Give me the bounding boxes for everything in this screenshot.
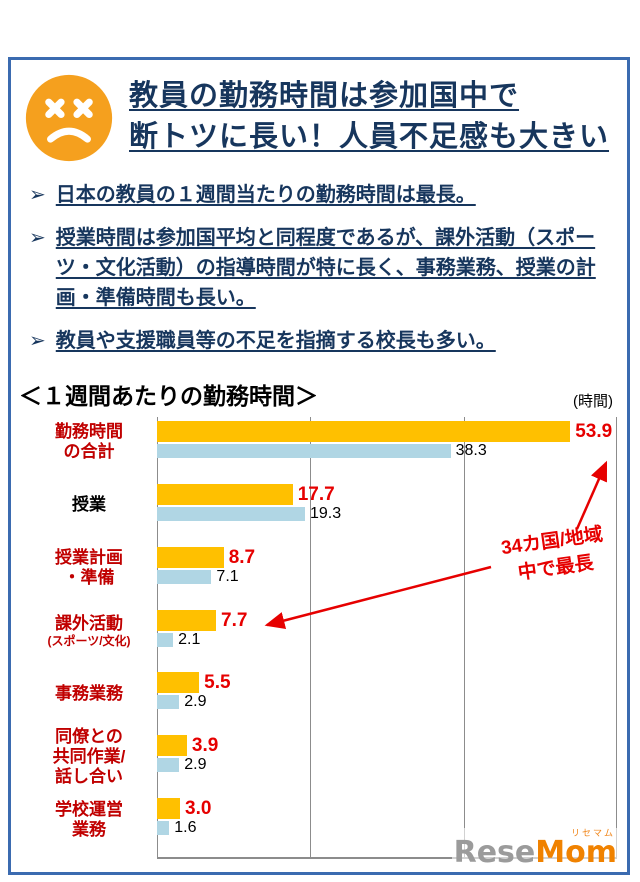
bullet-item: ➢ 日本の教員の１週間当たりの勤務時間は最長。 xyxy=(29,180,615,210)
bullet-item: ➢ 教員や支援職員等の不足を指摘する校長も多い。 xyxy=(29,326,615,356)
bar-line: 8.7 xyxy=(157,546,617,569)
light-blue-bar xyxy=(157,569,212,584)
chart-row: 学校運営 業務 3.0 1.6 xyxy=(21,796,617,859)
bullet-list: ➢ 日本の教員の１週間当たりの勤務時間は最長。 ➢ 授業時間は参加国平均と同程度… xyxy=(11,164,627,356)
gridline-40 xyxy=(463,417,465,857)
chart-row: 授業計画 ・準備 8.7 7.1 xyxy=(21,545,617,608)
bullet-text: 日本の教員の１週間当たりの勤務時間は最長。 xyxy=(55,184,476,206)
value-label: 2.9 xyxy=(184,756,207,774)
bar-line: 5.5 xyxy=(157,671,617,694)
value-label: 38.3 xyxy=(455,442,487,459)
bar-line: 2.1 xyxy=(157,630,617,648)
value-label: 1.6 xyxy=(174,819,197,837)
bullet-arrow-icon: ➢ xyxy=(29,227,46,249)
gridline-60 xyxy=(616,417,617,857)
logo-wordmark: ReseMom xyxy=(454,835,617,870)
light-blue-bar xyxy=(157,632,174,647)
chart-row: 勤務時間 の合計 53.9 38.3 xyxy=(21,419,617,482)
category-label: 勤務時間 の合計 xyxy=(55,422,123,462)
value-label: 19.3 xyxy=(309,504,342,522)
category-label: 学校運営 業務 xyxy=(55,799,123,839)
light-blue-bar xyxy=(157,506,305,521)
value-label: 7.7 xyxy=(221,609,248,631)
value-label: 17.7 xyxy=(297,483,335,505)
bullet-arrow-icon: ➢ xyxy=(29,330,46,352)
chart-row: 同僚との 共同作業/話し合い 3.9 2.9 xyxy=(21,726,617,796)
bar-group: 8.7 7.1 xyxy=(157,545,617,608)
page-title: 教員の勤務時間は参加国中で 断トツに長い！人員不足感も大きい xyxy=(129,74,609,158)
bar-line: 7.7 xyxy=(157,609,617,632)
category-label: 授業 xyxy=(72,495,106,515)
bar-line: 1.6 xyxy=(157,820,617,836)
orange-bar xyxy=(157,672,200,694)
light-blue-bar xyxy=(157,758,180,773)
light-blue-bar xyxy=(157,695,180,710)
bullet-text: 教員や支援職員等の不足を指摘する校長も多い。 xyxy=(55,330,496,352)
value-label: 8.7 xyxy=(228,546,256,568)
orange-bar xyxy=(157,546,224,568)
category-label: 課外活動 (スポーツ/文化) xyxy=(47,613,131,648)
bar-group: 17.7 19.3 xyxy=(157,482,617,545)
chart-row: 事務業務 5.5 2.9 xyxy=(21,670,617,733)
chart-row: 課外活動 (スポーツ/文化) 7.7 2.1 xyxy=(21,608,617,671)
bar-line: 3.9 xyxy=(157,734,617,757)
value-label: 2.9 xyxy=(184,693,207,711)
bar-line: 53.9 xyxy=(157,420,617,443)
category-label: 事務業務 xyxy=(55,683,123,703)
bullet-text: 授業時間は参加国平均と同程度であるが、課外活動（スポーツ・文化活動）の指導時間が… xyxy=(55,227,596,309)
bar-line: 38.3 xyxy=(157,443,617,459)
orange-bar xyxy=(157,735,187,757)
logo-rese: Rese xyxy=(453,835,536,870)
bar-group: 7.7 2.1 xyxy=(157,608,617,671)
value-label: 7.1 xyxy=(216,567,239,585)
gridline-20 xyxy=(310,417,312,857)
chart-header: ＜１週間あたりの勤務時間＞ (時間) xyxy=(11,369,627,413)
sad-face-icon xyxy=(25,74,113,162)
bullet-item: ➢ 授業時間は参加国平均と同程度であるが、課外活動（スポーツ・文化活動）の指導時… xyxy=(29,223,615,313)
bar-line: 17.7 xyxy=(157,483,617,506)
chart-title: ＜１週間あたりの勤務時間＞ xyxy=(19,383,318,409)
bar-group: 3.9 2.9 xyxy=(157,733,617,796)
orange-bar xyxy=(157,609,217,631)
orange-bar xyxy=(157,483,293,505)
bar-line: 7.1 xyxy=(157,567,617,585)
light-blue-bar xyxy=(157,444,451,458)
infographic-frame: 教員の勤務時間は参加国中で 断トツに長い！人員不足感も大きい ➢ 日本の教員の１… xyxy=(8,57,630,875)
bar-line: 19.3 xyxy=(157,504,617,522)
title-line-2: 断トツに長い！人員不足感も大きい xyxy=(129,121,610,154)
orange-bar xyxy=(157,798,180,820)
chart-rows: 勤務時間 の合計 53.9 38.3 授業 17.7 19.3 授業計画 ・準備 8.7 7.1 課外… xyxy=(21,419,617,859)
resemom-logo: リセマム ReseMom xyxy=(451,828,619,870)
category-label: 授業計画 ・準備 xyxy=(55,548,123,588)
x-eyes-icon xyxy=(45,98,93,118)
value-label: 3.9 xyxy=(191,735,219,757)
title-line-1: 教員の勤務時間は参加国中で xyxy=(129,80,520,112)
logo-mom: Mom xyxy=(535,835,617,870)
bullet-arrow-icon: ➢ xyxy=(29,184,46,206)
face-circle xyxy=(25,74,113,162)
value-label: 2.1 xyxy=(178,630,201,648)
orange-bar xyxy=(157,421,571,442)
chart-row: 授業 17.7 19.3 xyxy=(21,482,617,545)
bar-group: 5.5 2.9 xyxy=(157,670,617,733)
bar-chart: 勤務時間 の合計 53.9 38.3 授業 17.7 19.3 授業計画 ・準備 8.7 7.1 課外… xyxy=(21,417,617,869)
bar-line: 2.9 xyxy=(157,694,617,710)
frown-mouth-icon xyxy=(46,127,91,143)
bar-line: 2.9 xyxy=(157,757,617,773)
logo-ruby-text: リセマム xyxy=(570,828,615,838)
light-blue-bar xyxy=(157,821,170,836)
bar-group: 3.0 1.6 xyxy=(157,796,617,859)
bar-group: 53.9 38.3 xyxy=(157,419,617,482)
category-label: 同僚との 共同作業/話し合い xyxy=(52,726,126,786)
value-label: 53.9 xyxy=(575,421,613,442)
chart-unit-label: (時間) xyxy=(573,393,613,410)
value-label: 5.5 xyxy=(204,672,231,694)
header: 教員の勤務時間は参加国中で 断トツに長い！人員不足感も大きい xyxy=(11,60,627,164)
bar-line: 3.0 xyxy=(157,797,617,820)
value-label: 3.0 xyxy=(185,798,212,820)
